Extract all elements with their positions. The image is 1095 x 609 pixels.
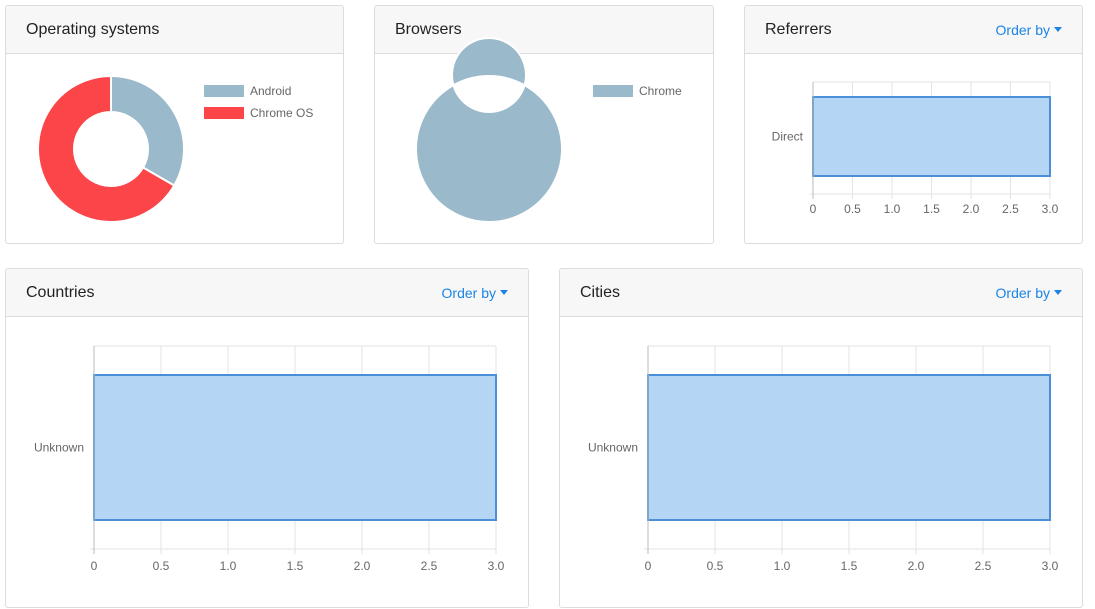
- cities-card-header: Cities Order by: [560, 269, 1082, 317]
- x-tick-label: 1.0: [774, 559, 791, 573]
- x-tick-label: 3.0: [1042, 559, 1059, 573]
- x-tick-label: 1.5: [287, 559, 304, 573]
- caret-down-icon: [500, 290, 508, 295]
- x-tick-label: 2.5: [421, 559, 438, 573]
- countries-card: Countries Order by 0 0.5 1.0 1.5 2.0 2.5 3.0 Un…: [5, 268, 529, 608]
- legend-swatch-chrome-os: [204, 107, 244, 119]
- caret-down-icon: [1054, 290, 1062, 295]
- os-chart: Android Chrome OS: [37, 74, 313, 223]
- x-tick-label: 0: [810, 202, 817, 216]
- x-tick-label: 2.5: [1002, 202, 1019, 216]
- x-tick-label: 1.5: [923, 202, 940, 216]
- order-by-label: Order by: [995, 22, 1050, 38]
- bar-unknown: [93, 374, 497, 521]
- bar-unknown: [647, 374, 1051, 521]
- cities-order-by-dropdown[interactable]: Order by: [996, 285, 1062, 301]
- donut-slice-chrome: [415, 37, 563, 223]
- cities-card: Cities Order by 0 0.5 1.0 1.5 2.0 2.5 3.0 Unkno…: [559, 268, 1083, 608]
- referrers-card-header: Referrers Order by: [745, 6, 1082, 54]
- countries-card-header: Countries Order by: [6, 269, 528, 317]
- x-tick-label: 2.0: [963, 202, 980, 216]
- os-card-title: Operating systems: [26, 21, 160, 38]
- cities-chart: 0 0.5 1.0 1.5 2.0 2.5 3.0 Unknown: [588, 345, 1059, 573]
- bar-direct: [812, 96, 1051, 177]
- donut-slice-android: [110, 74, 185, 187]
- y-category-label: Direct: [772, 130, 804, 144]
- browsers-card-header: Browsers: [375, 6, 713, 54]
- donut-slice-chrome-os: [37, 74, 176, 223]
- caret-down-icon: [1054, 27, 1062, 32]
- order-by-label: Order by: [995, 285, 1050, 301]
- countries-card-title: Countries: [26, 284, 95, 301]
- browsers-card: Browsers Chrome: [374, 5, 714, 244]
- y-category-label: Unknown: [34, 441, 84, 455]
- x-tick-label: 2.0: [354, 559, 371, 573]
- os-card-header: Operating systems: [6, 6, 343, 54]
- x-tick-label: 3.0: [1042, 202, 1059, 216]
- cities-card-title: Cities: [580, 284, 621, 301]
- x-tick-label: 2.5: [975, 559, 992, 573]
- browsers-card-title: Browsers: [395, 21, 462, 38]
- x-tick-label: 0.5: [844, 202, 861, 216]
- legend-label-chrome: Chrome: [639, 84, 682, 98]
- os-card: Operating systems Android Chrome OS: [5, 5, 344, 244]
- x-tick-label: 2.0: [908, 559, 925, 573]
- legend-label-android: Android: [250, 84, 291, 98]
- x-tick-label: 3.0: [488, 559, 505, 573]
- order-by-label: Order by: [441, 285, 496, 301]
- referrers-order-by-dropdown[interactable]: Order by: [996, 22, 1062, 38]
- referrers-chart: 0 0.5 1.0 1.5 2.0 2.5 3.0 Direct: [772, 81, 1059, 216]
- legend-swatch-chrome: [593, 85, 633, 97]
- x-tick-label: 0.5: [707, 559, 724, 573]
- countries-chart: 0 0.5 1.0 1.5 2.0 2.5 3.0 Unknown: [34, 345, 505, 573]
- browsers-chart: Chrome: [415, 37, 682, 223]
- x-tick-label: 0: [91, 559, 98, 573]
- y-category-label: Unknown: [588, 441, 638, 455]
- x-tick-label: 1.0: [220, 559, 237, 573]
- legend-label-chrome-os: Chrome OS: [250, 106, 313, 120]
- legend-swatch-android: [204, 85, 244, 97]
- x-tick-label: 0: [645, 559, 652, 573]
- referrers-card-title: Referrers: [765, 21, 832, 38]
- x-tick-label: 1.0: [884, 202, 901, 216]
- countries-order-by-dropdown[interactable]: Order by: [442, 285, 508, 301]
- x-tick-label: 0.5: [153, 559, 170, 573]
- x-tick-label: 1.5: [841, 559, 858, 573]
- referrers-card: Referrers Order by 0 0.5 1.0 1.5 2.0 2.5 3.0 Di…: [744, 5, 1083, 244]
